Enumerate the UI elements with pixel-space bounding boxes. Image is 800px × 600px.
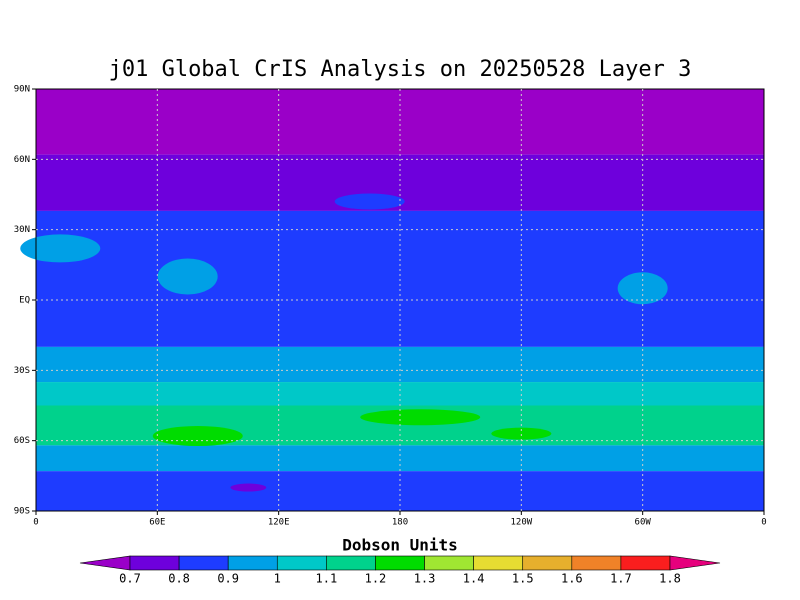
x-tick-label: 60W <box>635 518 652 528</box>
y-tick-label: EQ <box>19 296 30 306</box>
colorbar-tick-label: 1.3 <box>414 572 436 586</box>
colorbar-tick-label: 0.9 <box>217 572 239 586</box>
x-tick-label: 120E <box>268 518 290 528</box>
colorbar-tick-label: 1.5 <box>512 572 534 586</box>
field-patch <box>20 234 101 263</box>
field-patch <box>334 193 405 210</box>
field-patch <box>491 427 552 440</box>
x-tick-label: 0 <box>761 518 766 528</box>
chart-title: j01 Global CrIS Analysis on 20250528 Lay… <box>109 57 692 82</box>
y-tick-label: 30N <box>14 225 30 235</box>
colorbar-tick-label: 1 <box>274 572 281 586</box>
y-tick-label: 90S <box>14 507 30 517</box>
colorbar-segment <box>178 555 229 571</box>
field-band <box>36 382 764 406</box>
colorbar-extend-high <box>669 555 721 571</box>
colorbar-tick-label: 1.7 <box>610 572 632 586</box>
colorbar-segment <box>326 555 376 571</box>
field-patch <box>152 425 243 446</box>
colorbar-segment <box>375 555 425 571</box>
colorbar-tick-label: 1.6 <box>561 572 583 586</box>
field-patch <box>632 172 693 193</box>
colorbar-segment <box>522 555 573 571</box>
colorbar-tick-label: 1.8 <box>659 572 681 586</box>
x-tick-label: 120W <box>510 518 532 528</box>
colorbar-tick-label: 1.1 <box>316 572 338 586</box>
field-patch <box>360 409 481 426</box>
colorbar-tick-label: 0.8 <box>168 572 190 586</box>
field-patch <box>157 258 218 295</box>
colorbar-segment <box>473 555 524 571</box>
x-tick-label: 60E <box>149 518 165 528</box>
colorbar-segment <box>424 555 474 571</box>
field-patch <box>653 417 754 432</box>
colorbar-tick-label: 0.7 <box>119 572 141 586</box>
y-tick-label: 60N <box>14 155 30 165</box>
colorbar-segment <box>129 555 180 571</box>
y-tick-label: 30S <box>14 366 30 376</box>
colorbar-tick-label: 1.4 <box>463 572 485 586</box>
colorbar-segment <box>571 555 622 571</box>
colorbar-tick-label: 1.2 <box>365 572 387 586</box>
colorbar-extend-low <box>79 555 131 571</box>
y-tick-label: 60S <box>14 436 30 446</box>
y-tick-label: 90N <box>14 85 30 95</box>
field-patch <box>230 483 267 492</box>
field-patch <box>617 272 668 305</box>
colorbar-segment <box>227 555 278 571</box>
colorbar-segment <box>276 555 327 571</box>
colorbar-segment <box>620 555 671 571</box>
x-tick-label: 180 <box>392 518 408 528</box>
colorbar-label: Dobson Units <box>342 536 458 555</box>
x-tick-label: 0 <box>33 518 38 528</box>
